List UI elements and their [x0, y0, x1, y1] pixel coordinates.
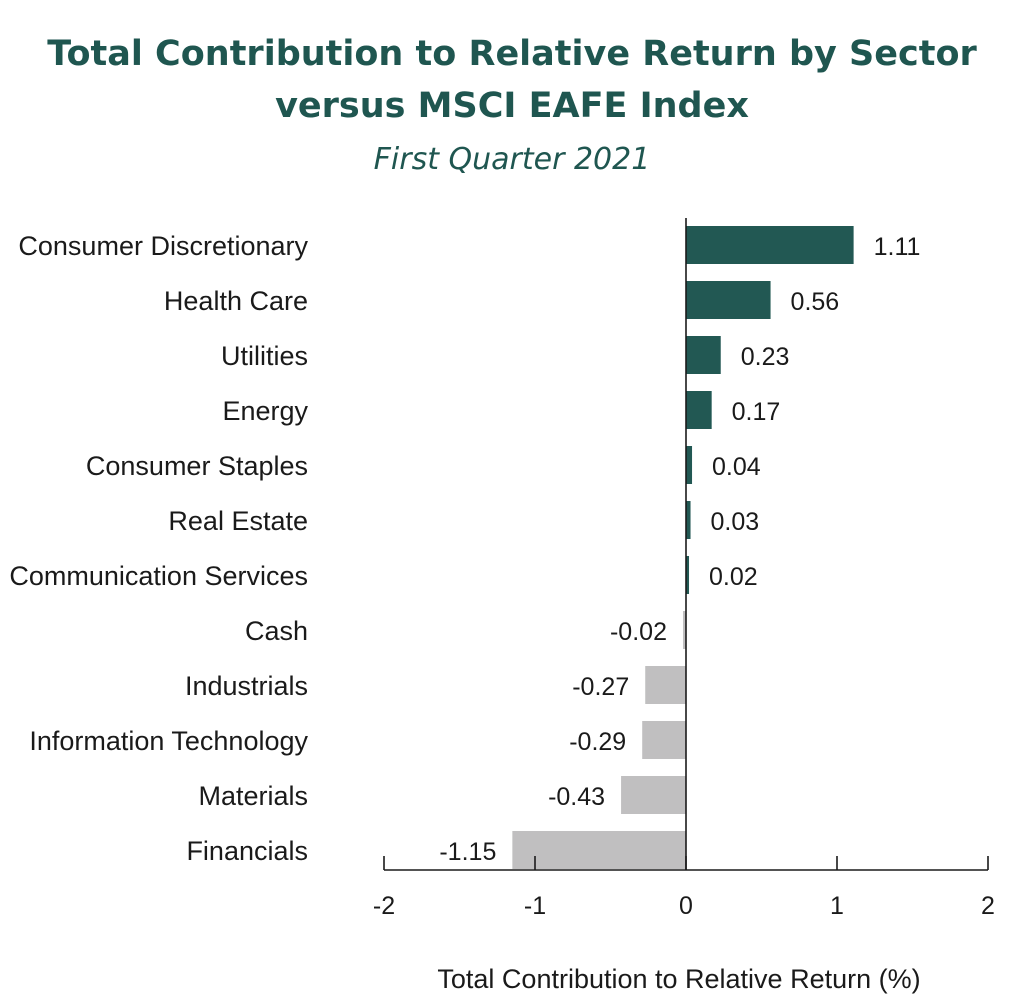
x-tick-label: 2: [981, 892, 995, 920]
category-label: Health Care: [164, 286, 308, 316]
bar: [686, 336, 721, 374]
x-tick-label: -1: [524, 892, 546, 920]
value-label: 1.11: [874, 233, 921, 261]
category-label: Energy: [222, 396, 308, 426]
category-label: Consumer Staples: [86, 451, 308, 481]
chart-title: Total Contribution to Relative Return by…: [47, 34, 977, 126]
x-axis: -2 -1 0 1 2: [373, 218, 995, 920]
category-label: Real Estate: [168, 506, 308, 536]
bar: [686, 391, 712, 429]
x-axis-title: Total Contribution to Relative Return (%…: [437, 964, 920, 994]
value-label: -0.29: [569, 728, 626, 756]
value-label: 0.02: [709, 563, 758, 591]
bar: [686, 501, 691, 539]
x-tick-label: 0: [679, 892, 693, 920]
category-label: Information Technology: [29, 726, 308, 756]
bar: [686, 556, 690, 594]
x-tick-label: -2: [373, 892, 395, 920]
category-label: Cash: [245, 616, 308, 646]
category-label: Consumer Discretionary: [18, 231, 308, 261]
value-label: -1.15: [439, 838, 496, 866]
category-label: Communication Services: [9, 561, 308, 591]
value-label: 0.17: [732, 398, 781, 426]
value-label: 0.04: [712, 453, 761, 481]
x-tick-label: 1: [830, 892, 844, 920]
bar: [682, 611, 686, 649]
bar: [621, 776, 686, 814]
bar: [686, 226, 854, 264]
bar: [642, 721, 686, 759]
category-label: Financials: [186, 836, 308, 866]
category-label: Industrials: [185, 671, 308, 701]
category-label: Materials: [198, 781, 308, 811]
bar: [686, 446, 693, 484]
value-label: -0.02: [610, 618, 667, 646]
value-label: -0.27: [572, 673, 629, 701]
chart-subtitle: First Quarter 2021: [373, 142, 651, 177]
value-label: 0.23: [741, 343, 790, 371]
value-label: 0.56: [791, 288, 840, 316]
value-label: 0.03: [711, 508, 760, 536]
bars-layer: Consumer Discretionary 1.11 Health Care 0.5…: [9, 226, 920, 869]
bar: [686, 281, 771, 319]
value-label: -0.43: [548, 783, 605, 811]
bar: [512, 831, 686, 869]
bar: [645, 666, 686, 704]
category-label: Utilities: [221, 341, 308, 371]
